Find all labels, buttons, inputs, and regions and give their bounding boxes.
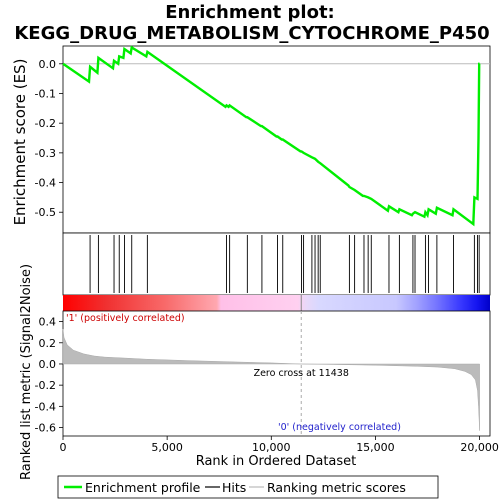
legend-metric-label: Ranking metric scores (267, 480, 406, 495)
metric-y-tick-label: 0.2 (39, 337, 57, 350)
chart-title-line2: KEGG_DRUG_METABOLISM_CYTOCHROME_P450 (14, 23, 489, 44)
x-tick-label: 5,000 (151, 441, 183, 454)
chart-title-line1: Enrichment plot: (165, 2, 335, 23)
es-y-tick-label: -0.5 (35, 206, 56, 219)
x-tick-label: 10,000 (252, 441, 291, 454)
ranking-color-bar (63, 295, 490, 311)
metric-y-tick-label: -0.6 (35, 422, 56, 435)
legend-hits-label: Hits (222, 480, 246, 495)
metric-area (62, 328, 480, 431)
x-axis: 0 5,000 10,000 15,000 20,000 (60, 436, 499, 454)
x-tick-label: 20,000 (460, 441, 499, 454)
negative-label: '0' (negatively correlated) (278, 422, 401, 433)
legend: Enrichment profile Hits Ranking metric s… (57, 475, 439, 499)
es-y-tick-label: 0.0 (39, 58, 57, 71)
es-y-axis: 0.0 -0.1 -0.2 -0.3 -0.4 -0.5 (35, 58, 63, 219)
es-frame (62, 45, 491, 234)
es-y-tick-label: -0.2 (35, 117, 56, 130)
ranking-gradient (63, 295, 490, 311)
metric-y-label: Ranked list metric (Signal2Noise) (19, 264, 34, 480)
metric-y-tick-label: 0.0 (39, 358, 57, 371)
x-axis-label: Rank in Ordered Dataset (196, 454, 357, 469)
zero-cross-label: Zero cross at 11438 (254, 368, 349, 379)
metric-y-tick-label: -0.4 (35, 400, 56, 413)
legend-profile-label: Enrichment profile (85, 480, 201, 495)
es-profile-line (62, 45, 481, 227)
positive-label: '1' (positively correlated) (66, 313, 185, 324)
es-y-label: Enrichment score (ES) (11, 59, 29, 226)
metric-frame (62, 310, 491, 437)
metric-y-axis: 0.4 0.2 0.0 -0.2 -0.4 -0.6 (35, 316, 63, 435)
es-y-tick-label: -0.4 (35, 177, 56, 190)
hits-panel (62, 232, 491, 296)
hit-markers (89, 235, 480, 293)
es-y-tick-label: -0.3 (35, 147, 56, 160)
legend-frame (57, 475, 439, 499)
x-tick-label: 0 (60, 441, 67, 454)
metric-y-tick-label: 0.4 (39, 316, 57, 329)
es-y-tick-label: -0.1 (35, 87, 56, 100)
metric-panel: 0.4 0.2 0.0 -0.2 -0.4 -0.6 '1' (positively co… (35, 310, 499, 454)
hits-frame (62, 232, 491, 296)
metric-y-tick-label: -0.2 (35, 379, 56, 392)
x-tick-label: 15,000 (356, 441, 395, 454)
es-panel: 0.0 -0.1 -0.2 -0.3 -0.4 -0.5 (35, 45, 491, 234)
